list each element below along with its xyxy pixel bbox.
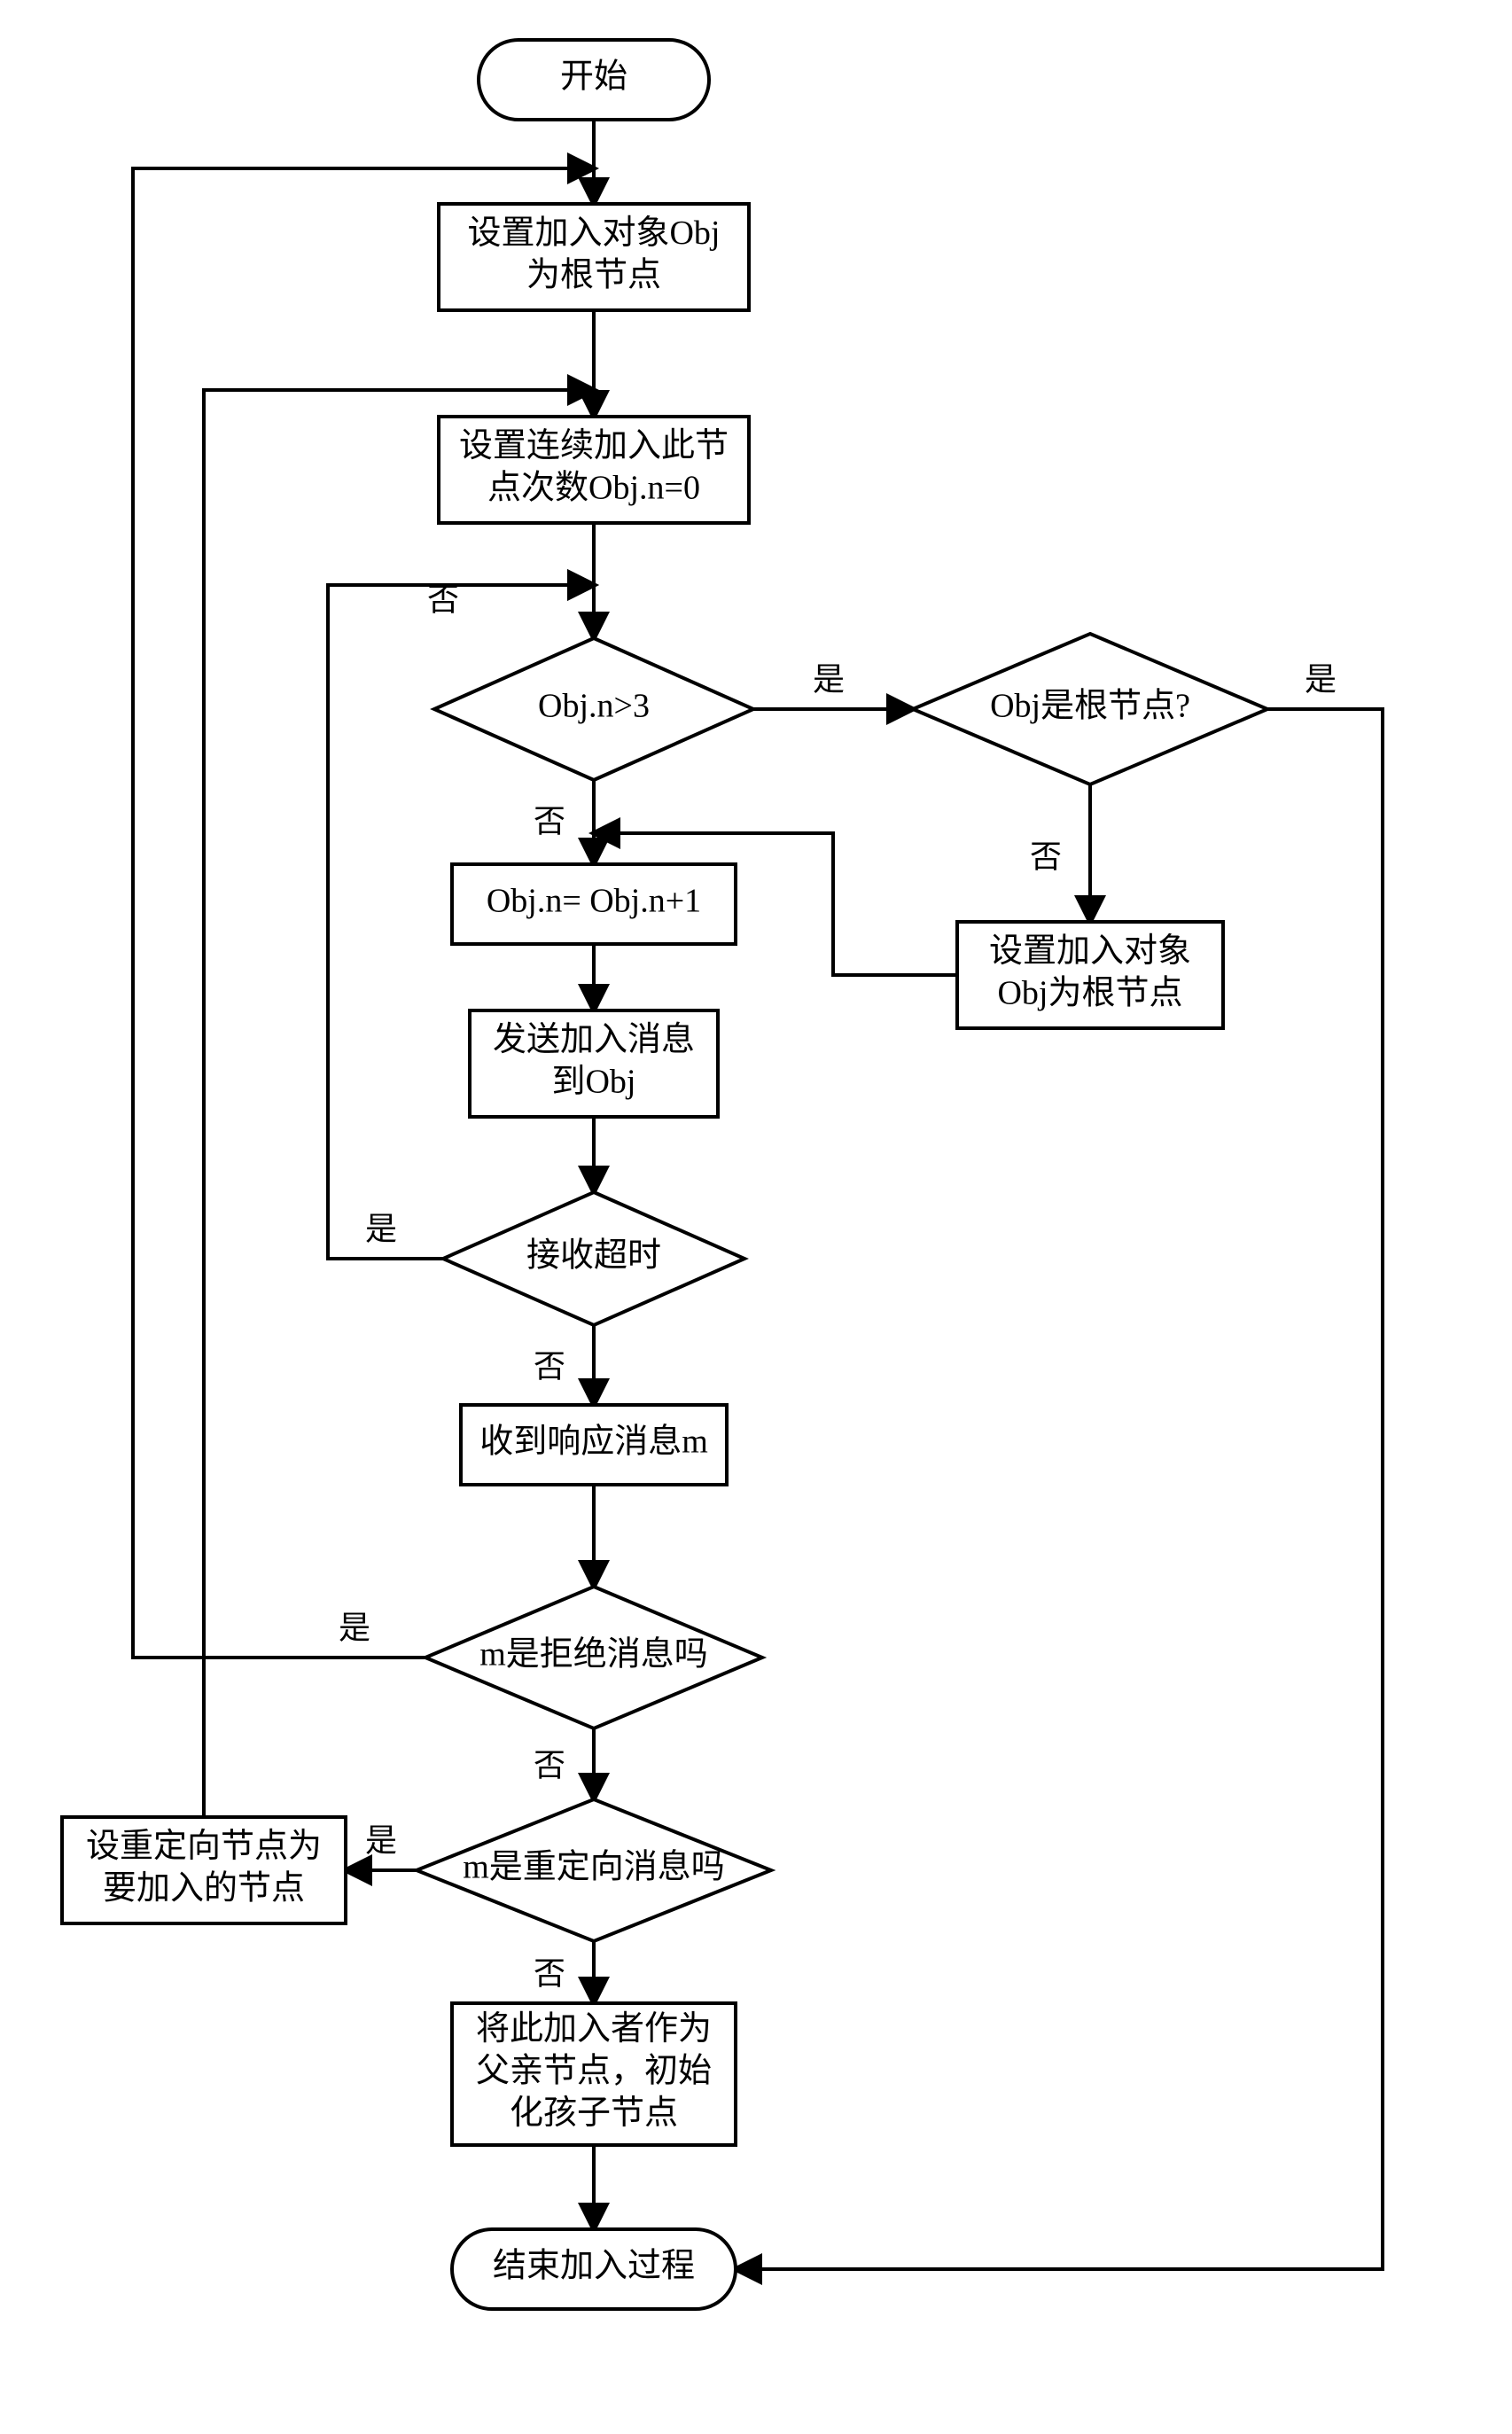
- node-text: 将此加入者作为: [476, 2010, 712, 2048]
- node-text: 设置连续加入此节: [459, 427, 729, 464]
- edge-label: 是: [365, 1211, 397, 1246]
- edge-label: 否: [534, 1348, 565, 1384]
- node-p1: 设置加入对象Obj 为根节点: [439, 204, 749, 310]
- node-start: 开始: [479, 40, 709, 120]
- edge-label: 是: [813, 661, 845, 697]
- edge-label: 是: [365, 1822, 397, 1858]
- node-text: Obj.n= Obj.n+1: [487, 883, 701, 920]
- node-d4: m是拒绝消息吗: [425, 1587, 762, 1728]
- node-text: 要加入的节点: [103, 1869, 305, 1907]
- node-text: 设置加入对象: [989, 932, 1191, 970]
- node-text: 为根节点: [526, 256, 661, 293]
- node-p2: 设置连续加入此节点次数Obj.n=0: [439, 417, 749, 523]
- node-text: Obj是根节点?: [990, 688, 1190, 725]
- node-text: 到Obj: [551, 1063, 635, 1100]
- node-d5: m是重定向消息吗: [417, 1799, 771, 1941]
- node-text: 设重定向节点为: [86, 1828, 322, 1865]
- node-text: 父亲节点，初始: [476, 2053, 712, 2090]
- node-text: 接收超时: [526, 1237, 661, 1275]
- edge-label: 否: [534, 1747, 565, 1783]
- node-text: Obj为根节点: [997, 974, 1182, 1011]
- node-p3: Obj.n= Obj.n+1: [452, 864, 736, 944]
- node-text: 结束加入过程: [493, 2248, 695, 2285]
- node-text: 设置加入对象Obj: [467, 215, 720, 252]
- node-text: m是拒绝消息吗: [479, 1636, 708, 1673]
- node-d3: 接收超时: [443, 1192, 744, 1325]
- node-text: m是重定向消息吗: [463, 1849, 725, 1886]
- edge-label: 是: [1305, 661, 1337, 697]
- edge-label: 否: [1030, 839, 1062, 874]
- node-text: 化孩子节点: [510, 2095, 678, 2132]
- node-pSetRoot: 设置加入对象 Obj为根节点: [957, 922, 1223, 1028]
- edge-label: 否: [427, 581, 459, 617]
- node-d2: Obj是根节点?: [913, 634, 1267, 784]
- node-text: Obj.n>3: [538, 688, 650, 725]
- node-text: 开始: [560, 59, 627, 96]
- node-text: 点次数Obj.n=0: [487, 469, 700, 506]
- node-text: 收到响应消息m: [479, 1424, 708, 1461]
- node-p4: 发送加入消息到Obj: [470, 1010, 718, 1117]
- node-p5: 收到响应消息m: [461, 1405, 727, 1485]
- edge-label: 否: [534, 1955, 565, 1991]
- edge-label: 是: [339, 1610, 370, 1645]
- node-text: 发送加入消息: [493, 1021, 695, 1058]
- node-d1: Obj.n>3: [434, 638, 753, 780]
- edge-label: 否: [534, 803, 565, 839]
- node-end: 结束加入过程: [452, 2229, 736, 2309]
- node-pRedir: 设重定向节点为要加入的节点: [62, 1817, 346, 1923]
- node-p6: 将此加入者作为父亲节点，初始化孩子节点: [452, 2003, 736, 2145]
